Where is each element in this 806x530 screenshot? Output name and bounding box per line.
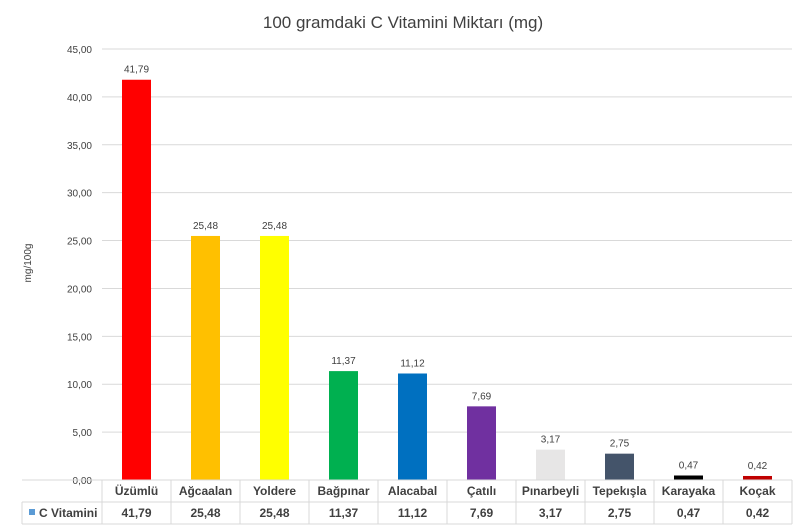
data-label: 41,79 bbox=[124, 65, 149, 76]
y-axis-label: mg/100g bbox=[23, 244, 34, 283]
table-value: 11,37 bbox=[329, 506, 359, 520]
table-value: 3,17 bbox=[539, 506, 563, 520]
table-value: 0,47 bbox=[677, 506, 701, 520]
data-label: 2,75 bbox=[610, 439, 630, 450]
data-label: 11,37 bbox=[331, 356, 356, 367]
category-label: Yoldere bbox=[253, 484, 296, 498]
category-label: Alacabal bbox=[388, 484, 437, 498]
bars bbox=[122, 79, 772, 481]
bar bbox=[191, 235, 220, 480]
data-label: 3,17 bbox=[541, 435, 561, 446]
bar bbox=[122, 79, 151, 481]
data-label: 0,42 bbox=[748, 461, 768, 472]
y-tick-label: 40,00 bbox=[67, 93, 92, 104]
bar bbox=[743, 475, 772, 480]
chart-title: 100 gramdaki C Vitamini Miktarı (mg) bbox=[263, 13, 543, 32]
bar bbox=[674, 475, 703, 480]
y-tick-labels: 0,00 5,00 10,00 15,00 20,00 25,00 30,00 35,00 40… bbox=[67, 45, 92, 487]
bar bbox=[605, 453, 634, 480]
bar bbox=[467, 406, 496, 480]
y-tick-label: 20,00 bbox=[67, 284, 92, 295]
data-label: 25,48 bbox=[193, 221, 218, 232]
legend-key-icon bbox=[29, 509, 35, 515]
bar bbox=[398, 373, 427, 480]
bar bbox=[329, 371, 358, 480]
category-label: Pınarbeyli bbox=[522, 484, 579, 498]
data-table: C Vitamini Üzümlü 41,79 Ağcaalan 25,48 Yolde… bbox=[21, 479, 793, 525]
y-tick-label: 15,00 bbox=[67, 332, 92, 343]
table-value: 11,12 bbox=[398, 506, 428, 520]
y-tick-label: 5,00 bbox=[73, 428, 93, 439]
legend-series-name: C Vitamini bbox=[39, 506, 97, 520]
bar bbox=[536, 449, 565, 480]
data-label: 7,69 bbox=[472, 391, 492, 402]
table-value: 0,42 bbox=[746, 506, 770, 520]
category-label: Üzümlü bbox=[115, 483, 158, 498]
category-label: Karayaka bbox=[662, 484, 716, 498]
category-label: Bağpınar bbox=[317, 484, 369, 498]
category-label: Tepekışla bbox=[593, 484, 647, 498]
y-tick-label: 30,00 bbox=[67, 189, 92, 200]
bar bbox=[260, 235, 289, 480]
table-value: 7,69 bbox=[470, 506, 494, 520]
y-tick-label: 25,00 bbox=[67, 237, 92, 248]
table-value: 2,75 bbox=[608, 506, 632, 520]
y-tick-label: 0,00 bbox=[73, 476, 93, 487]
y-tick-label: 45,00 bbox=[67, 45, 92, 56]
category-label: Koçak bbox=[739, 484, 775, 498]
category-label: Ağcaalan bbox=[179, 484, 232, 498]
table-value: 25,48 bbox=[190, 506, 220, 520]
data-labels: 41,79 25,48 25,48 11,37 11,12 7,69 3,17 2,75 0,4… bbox=[124, 65, 768, 472]
data-label: 11,12 bbox=[400, 358, 425, 369]
y-tick-label: 35,00 bbox=[67, 141, 92, 152]
y-tick-label: 10,00 bbox=[67, 380, 92, 391]
data-label: 25,48 bbox=[262, 221, 287, 232]
table-value: 25,48 bbox=[259, 506, 289, 520]
data-label: 0,47 bbox=[679, 460, 699, 471]
table-value: 41,79 bbox=[121, 506, 151, 520]
category-label: Çatılı bbox=[467, 484, 496, 498]
